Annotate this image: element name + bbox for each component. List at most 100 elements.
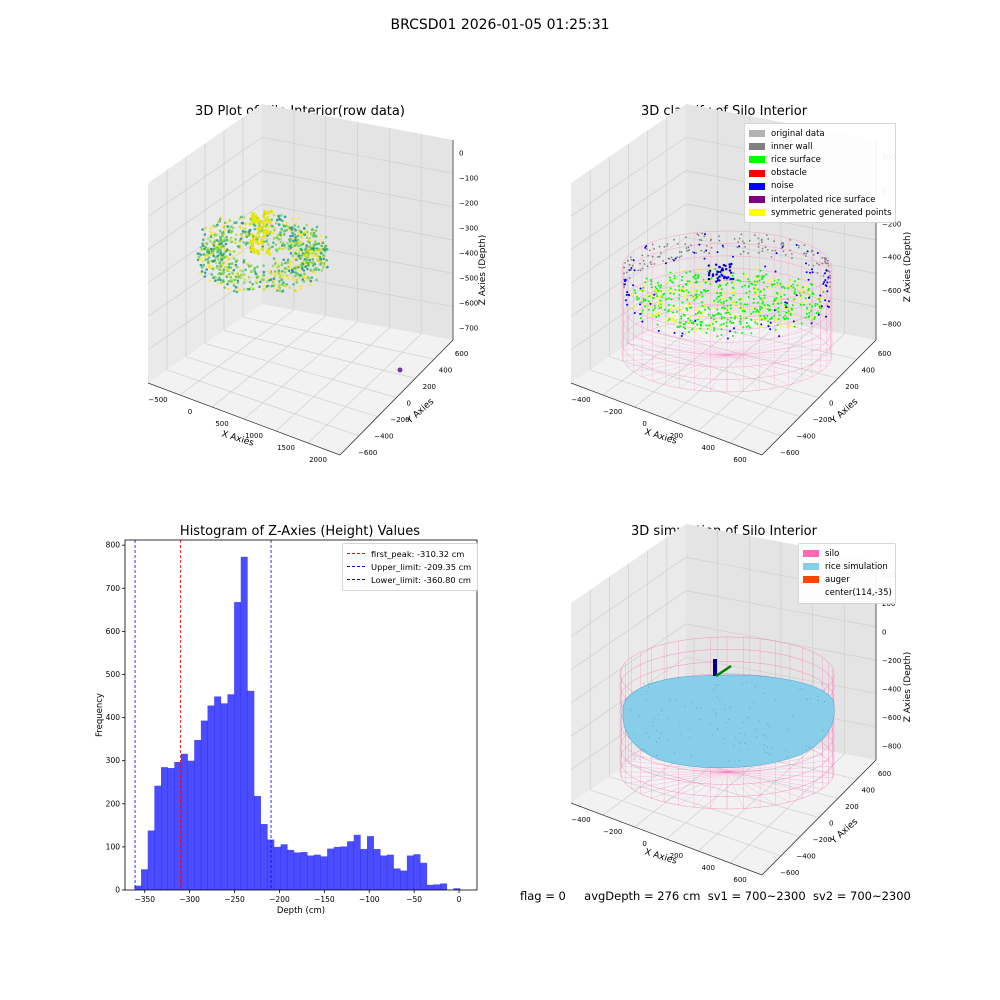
raw-point bbox=[262, 288, 266, 291]
symmetric-point bbox=[681, 270, 684, 272]
symmetric-point bbox=[646, 294, 648, 297]
rice-surface-point bbox=[730, 298, 732, 301]
raw-point bbox=[253, 227, 256, 231]
raw-point bbox=[203, 271, 207, 275]
symmetric-point bbox=[811, 316, 814, 319]
symmetric-point bbox=[728, 312, 731, 315]
raw-point bbox=[275, 249, 279, 253]
rice-mesh-node bbox=[669, 699, 671, 701]
raw-point bbox=[224, 242, 228, 246]
legend-item-original-data: original data bbox=[749, 127, 891, 140]
rice-surface-point bbox=[639, 317, 642, 320]
symmetric-point bbox=[787, 326, 790, 329]
rice-surface-point bbox=[725, 299, 728, 302]
raw-point bbox=[285, 228, 289, 232]
raw-point bbox=[283, 271, 287, 274]
noise-point bbox=[718, 265, 721, 269]
noise-point bbox=[826, 290, 829, 293]
histogram-x-tick-label: −300 bbox=[179, 895, 200, 904]
rice-surface-point bbox=[746, 303, 749, 306]
raw-point bbox=[293, 227, 297, 231]
x-tick-label: 600 bbox=[733, 456, 746, 464]
inner-wall-point bbox=[718, 239, 721, 242]
raw-point bbox=[235, 233, 238, 236]
raw-point bbox=[235, 265, 239, 269]
raw-point bbox=[295, 242, 299, 246]
raw-point bbox=[216, 258, 220, 261]
silo-floor-spoke bbox=[627, 343, 728, 356]
inner-wall-point bbox=[825, 262, 828, 265]
rice-surface-point bbox=[778, 314, 781, 317]
rice-mesh-node bbox=[768, 725, 770, 727]
raw-point bbox=[286, 261, 290, 265]
raw-point bbox=[265, 229, 269, 233]
symmetric-point bbox=[649, 293, 652, 295]
histogram-y-tick-label: 100 bbox=[106, 842, 121, 851]
rice-surface-point bbox=[710, 277, 713, 280]
rice-surface-point bbox=[695, 293, 698, 296]
inner-wall-point bbox=[782, 242, 785, 245]
rice-surface-point bbox=[756, 275, 759, 278]
inner-wall-point bbox=[757, 242, 760, 245]
symmetric-point bbox=[767, 286, 770, 289]
rice-surface-point bbox=[726, 318, 729, 321]
z-tick-label: −800 bbox=[882, 743, 901, 751]
raw-point bbox=[290, 266, 293, 270]
rice-surface-point bbox=[720, 317, 723, 320]
raw-point bbox=[258, 285, 261, 289]
rice-mesh-node bbox=[739, 742, 741, 744]
rice-surface-point bbox=[667, 297, 670, 300]
symmetric-point bbox=[763, 306, 766, 309]
rice-surface-point bbox=[773, 283, 776, 286]
rice-mesh-node bbox=[634, 757, 636, 759]
symmetric-point bbox=[695, 309, 698, 312]
inner-wall-point bbox=[701, 232, 704, 235]
rice-surface-point bbox=[731, 335, 734, 337]
rice-surface-point bbox=[669, 292, 672, 295]
raw-point bbox=[221, 272, 225, 276]
raw-point bbox=[235, 221, 238, 224]
noise-point bbox=[825, 269, 828, 272]
raw-point bbox=[288, 264, 292, 267]
raw-point bbox=[275, 218, 279, 222]
noise-point bbox=[626, 291, 629, 294]
symmetric-point bbox=[696, 328, 699, 331]
raw-point bbox=[226, 258, 230, 262]
symmetric-point bbox=[664, 282, 667, 285]
symmetric-point bbox=[806, 309, 809, 312]
rice-surface-point bbox=[664, 308, 667, 311]
rice-surface-point bbox=[790, 285, 793, 288]
noise-point bbox=[718, 279, 721, 282]
raw-point bbox=[274, 259, 278, 263]
rice-surface-point bbox=[695, 277, 697, 280]
raw-point bbox=[236, 279, 240, 283]
raw-point bbox=[201, 259, 205, 263]
inner-wall-point bbox=[824, 260, 826, 263]
symmetric-point bbox=[628, 306, 631, 309]
raw-point bbox=[201, 244, 205, 247]
raw-point bbox=[263, 209, 267, 214]
raw-point bbox=[234, 241, 237, 245]
rice-surface-point bbox=[744, 310, 746, 313]
inner-wall-point bbox=[722, 246, 725, 249]
rice-surface-point bbox=[698, 310, 701, 313]
raw-point bbox=[219, 216, 222, 220]
silo-floor-spoke bbox=[633, 354, 728, 372]
rice-surface-point bbox=[786, 298, 789, 300]
noise-point bbox=[822, 282, 825, 285]
noise-point bbox=[733, 327, 735, 330]
rice-mesh-node bbox=[717, 684, 719, 686]
rice-surface-point bbox=[783, 287, 786, 290]
histogram-x-tick-label: −200 bbox=[269, 895, 290, 904]
inner-wall-point bbox=[782, 244, 785, 247]
noise-point bbox=[624, 278, 627, 281]
raw-point bbox=[250, 270, 253, 273]
rice-surface-point bbox=[650, 278, 653, 281]
raw-point bbox=[216, 254, 219, 258]
symmetric-point bbox=[823, 296, 826, 299]
inner-wall-point bbox=[653, 248, 655, 250]
rice-surface-point bbox=[650, 286, 653, 289]
y-tick-label: 200 bbox=[845, 383, 858, 391]
rice-surface-point bbox=[802, 286, 804, 289]
rice-surface-point bbox=[800, 322, 803, 325]
